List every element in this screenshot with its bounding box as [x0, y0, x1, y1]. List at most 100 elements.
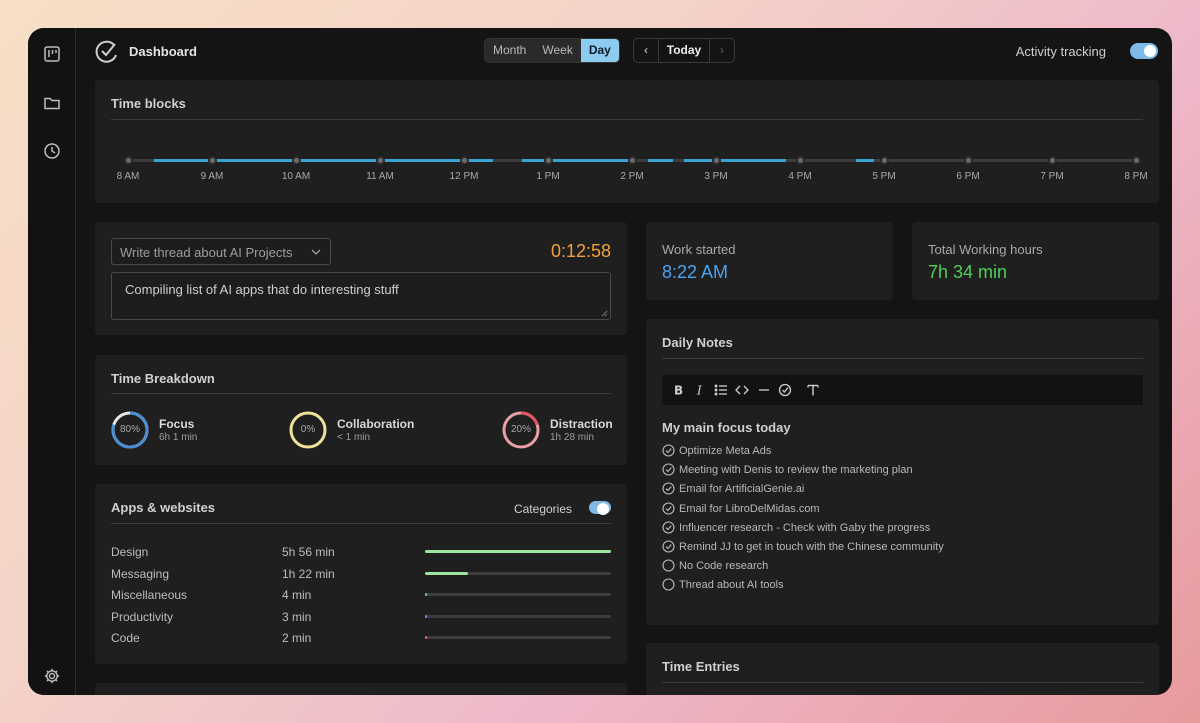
- usage-bar: [425, 550, 611, 553]
- hour-label: 2 PM: [620, 171, 644, 182]
- todo-item[interactable]: Optimize Meta Ads: [662, 444, 1142, 458]
- unchecked-circle-icon[interactable]: [662, 578, 675, 591]
- app-category-time: 5h 56 min: [282, 545, 335, 559]
- app-window: Dashboard Month Week Day ‹ Today › Activ…: [28, 28, 1172, 695]
- resize-handle-icon[interactable]: [601, 310, 608, 317]
- breakdown-time: 6h 1 min: [159, 432, 198, 443]
- folder-icon[interactable]: [42, 93, 62, 113]
- italic-icon[interactable]: I: [692, 382, 708, 398]
- app-row[interactable]: Code 2 min: [111, 631, 611, 645]
- checked-circle-icon[interactable]: [662, 444, 675, 457]
- time-block[interactable]: [154, 159, 493, 162]
- app-row[interactable]: Productivity 3 min: [111, 610, 611, 624]
- view-day-button[interactable]: Day: [580, 39, 619, 62]
- checked-circle-icon[interactable]: [662, 521, 675, 534]
- todo-item[interactable]: Thread about AI tools: [662, 578, 1142, 592]
- divider-icon[interactable]: [756, 382, 772, 398]
- checked-circle-icon[interactable]: [662, 540, 675, 553]
- total-hours-card: Total Working hours 7h 34 min: [912, 222, 1159, 300]
- time-breakdown-card: Time Breakdown 80% Focus 6h 1 min 0% Collabo…: [95, 355, 627, 465]
- hour-label: 8 AM: [116, 171, 140, 182]
- checked-circle-icon[interactable]: [662, 482, 675, 495]
- activity-tracking-label: Activity tracking: [1015, 44, 1106, 59]
- chevron-down-icon: [311, 249, 321, 255]
- todo-item[interactable]: Email for LibroDelMidas.com: [662, 502, 1142, 516]
- todo-item[interactable]: Email for ArtificialGenie.ai: [662, 482, 1142, 496]
- time-block[interactable]: [856, 159, 874, 162]
- hour-label: 6 PM: [956, 171, 980, 182]
- time-breakdown-title: Time Breakdown: [111, 371, 215, 386]
- date-navigator: ‹ Today ›: [633, 38, 735, 63]
- app-row[interactable]: Miscellaneous 4 min: [111, 588, 611, 602]
- unchecked-circle-icon[interactable]: [662, 559, 675, 572]
- app-category-name: Code: [111, 631, 140, 645]
- hour-label: 12 PM: [449, 171, 479, 182]
- divider: [111, 119, 1143, 120]
- usage-bar: [425, 614, 611, 618]
- work-started-card: Work started 8:22 AM: [646, 222, 893, 300]
- todo-item[interactable]: Remind JJ to get in touch with the Chine…: [662, 540, 1142, 554]
- todo-text: Email for LibroDelMidas.com: [679, 502, 820, 515]
- breakdown-percent: 20%: [510, 424, 531, 435]
- hour-marker: [711, 156, 721, 165]
- app-row[interactable]: Design 5h 56 min: [111, 545, 611, 559]
- text-icon[interactable]: [805, 382, 821, 398]
- todo-item[interactable]: Influencer research - Check with Gaby th…: [662, 521, 1142, 535]
- breakdown-ring: [502, 411, 540, 449]
- todo-item[interactable]: Meeting with Denis to review the marketi…: [662, 463, 1142, 477]
- breakdown-name: Distraction: [550, 417, 613, 431]
- time-block[interactable]: [648, 159, 673, 162]
- time-block[interactable]: [522, 159, 636, 162]
- code-icon[interactable]: [734, 382, 750, 398]
- hour-marker: [375, 156, 385, 165]
- hour-label: 5 PM: [872, 171, 896, 182]
- breakdown-name: Focus: [159, 417, 195, 431]
- todo-text: No Code research: [679, 560, 769, 573]
- app-category-name: Messaging: [111, 566, 170, 581]
- sidebar: [28, 28, 76, 695]
- usage-bar: [425, 593, 611, 596]
- daily-notes-title: Daily Notes: [662, 335, 733, 350]
- hour-marker: [879, 156, 889, 165]
- todo-text: Remind JJ to get in touch with the Chine…: [679, 541, 944, 553]
- activity-tracking-toggle[interactable]: [1130, 43, 1158, 59]
- hour-label: 11 AM: [366, 171, 394, 182]
- time-block[interactable]: [684, 159, 786, 162]
- hour-label: 9 AM: [200, 171, 224, 182]
- breakdown-percent: 0%: [300, 424, 316, 435]
- check-icon[interactable]: [777, 382, 793, 398]
- hour-marker: [459, 156, 469, 165]
- list-icon[interactable]: [713, 382, 729, 398]
- checked-circle-icon[interactable]: [662, 502, 675, 515]
- app-row[interactable]: Messaging 1h 22 min: [111, 567, 611, 581]
- hour-label: 8 PM: [1124, 171, 1148, 182]
- usage-bar: [425, 571, 611, 575]
- today-button[interactable]: Today: [658, 39, 710, 62]
- app-category-time: 3 min: [282, 609, 312, 624]
- categories-toggle[interactable]: [589, 501, 611, 515]
- checked-circle-icon[interactable]: [662, 463, 675, 476]
- usage-bar-fill: [425, 571, 468, 575]
- chevron-right-icon[interactable]: ›: [720, 43, 724, 57]
- svg-text:B: B: [674, 384, 683, 398]
- chevron-left-icon[interactable]: ‹: [644, 43, 648, 57]
- clock-icon[interactable]: [42, 141, 62, 161]
- app-category-name: Miscellaneous: [111, 588, 188, 602]
- bold-icon[interactable]: B: [670, 382, 686, 398]
- svg-text:I: I: [696, 384, 702, 398]
- usage-bar-fill: [425, 636, 427, 639]
- todo-text: Meeting with Denis to review the marketi…: [679, 464, 913, 477]
- view-month-button[interactable]: Month: [493, 43, 527, 57]
- gear-icon[interactable]: [42, 666, 62, 686]
- todo-item[interactable]: No Code research: [662, 559, 1142, 573]
- board-icon[interactable]: [42, 44, 62, 64]
- hour-marker: [627, 156, 637, 165]
- editor-toolbar: B I: [662, 375, 1143, 405]
- breakdown-time: < 1 min: [337, 432, 371, 443]
- app-category-time: 1h 22 min: [282, 566, 335, 581]
- app-category-time: 2 min: [282, 631, 312, 645]
- breakdown-percent: 80%: [119, 424, 140, 435]
- task-select[interactable]: Write thread about AI Projects: [111, 238, 331, 265]
- view-week-button[interactable]: Week: [542, 43, 573, 57]
- task-note-input[interactable]: Compiling list of AI apps that do intere…: [111, 272, 611, 320]
